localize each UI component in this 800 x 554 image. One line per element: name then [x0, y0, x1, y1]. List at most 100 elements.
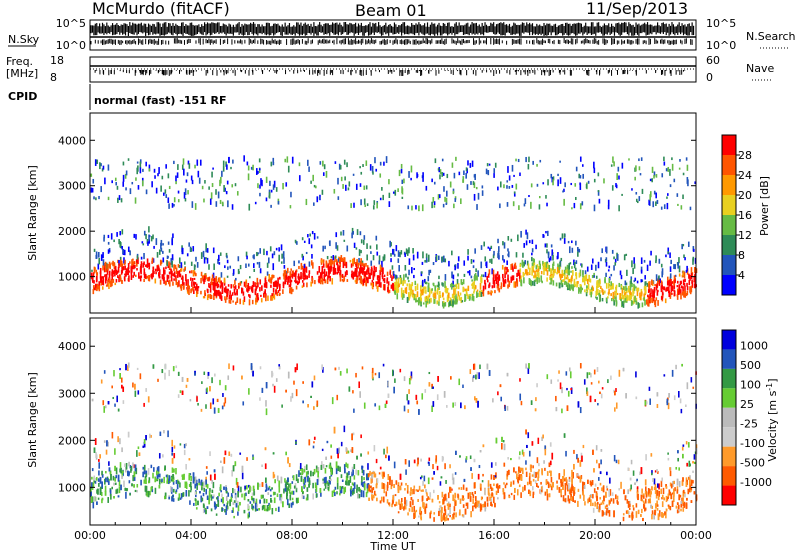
beam-title: Beam 01 [355, 1, 427, 20]
velocity-echo [115, 467, 118, 475]
velocity-echo [454, 500, 456, 507]
power-echo [219, 199, 222, 204]
power-echo [653, 286, 656, 293]
power-echo [261, 179, 263, 187]
power-echo [515, 252, 518, 258]
power-echo [250, 166, 253, 170]
power-echo [312, 174, 314, 182]
power-echo [425, 299, 427, 303]
power-echo [600, 285, 602, 290]
power-echo [240, 280, 243, 284]
power-echo [158, 276, 161, 279]
power-echo [208, 186, 210, 190]
power-echo [115, 279, 118, 283]
power-echo [212, 167, 214, 170]
power-echo [430, 288, 433, 294]
power-echo [452, 299, 454, 307]
power-echo [607, 205, 610, 210]
power-echo [484, 271, 487, 278]
power-echo [647, 288, 650, 293]
power-echo [597, 172, 600, 177]
power-echo [265, 197, 268, 202]
power-echo [122, 248, 124, 255]
power-echo [597, 190, 600, 196]
velocity-echo [227, 375, 230, 380]
power-echo [682, 279, 685, 286]
power-echo [631, 282, 633, 288]
power-echo [224, 288, 227, 293]
velocity-echo [202, 508, 205, 514]
power-echo [488, 269, 491, 275]
power-echo [436, 289, 439, 294]
power-echo [390, 258, 392, 263]
power-echo [608, 288, 610, 294]
power-echo [108, 283, 110, 290]
power-echo [559, 261, 561, 267]
power-echo [360, 278, 363, 285]
velocity-echo [498, 484, 501, 489]
velocity-echo [557, 379, 559, 382]
power-echo [414, 280, 417, 286]
power-echo [564, 182, 566, 188]
power-echo [188, 286, 190, 290]
power-echo [162, 267, 165, 274]
power-echo [292, 288, 294, 292]
freq-label-1: Freq. [6, 55, 33, 68]
power-echo [259, 248, 261, 254]
velocity-echo [616, 495, 619, 500]
power-echo [178, 270, 181, 277]
velocity-echo [363, 402, 366, 409]
power-echo [263, 248, 265, 256]
power-echo [208, 283, 210, 288]
power-echo [373, 265, 376, 271]
power-echo [595, 264, 597, 271]
power-echo [597, 283, 599, 288]
power-echo [497, 252, 500, 259]
power-echo [241, 287, 243, 294]
power-echo [121, 266, 123, 274]
power-echo [298, 260, 300, 264]
power-echo [685, 269, 688, 273]
power-echo [552, 272, 555, 278]
power-echo [543, 269, 545, 275]
power-echo [119, 231, 122, 236]
power-echo [276, 291, 279, 296]
power-echo [274, 281, 276, 287]
power-echo [358, 271, 360, 277]
power-echo [598, 295, 601, 303]
power-echo [676, 294, 679, 297]
power-echo [341, 257, 344, 262]
power-echo [630, 292, 633, 300]
power-echo [127, 158, 130, 161]
power-echo [264, 277, 267, 284]
velocity-echo [489, 483, 492, 486]
velocity-echo [143, 479, 146, 484]
power-echo [256, 251, 258, 257]
power-echo [298, 265, 300, 270]
velocity-echo [127, 365, 129, 371]
power-echo [308, 273, 310, 278]
power-echo [284, 269, 287, 276]
power-echo [361, 260, 364, 264]
power-echo [100, 186, 102, 193]
velocity-echo [497, 486, 499, 493]
power-echo [567, 240, 570, 244]
power-echo [136, 268, 138, 271]
power-echo [448, 302, 450, 308]
velocity-echo [537, 437, 540, 444]
power-echo [510, 264, 513, 270]
power-echo [163, 277, 165, 284]
power-echo [229, 300, 232, 303]
power-echo [183, 168, 185, 176]
power-echo [688, 279, 691, 286]
power-echo [651, 166, 654, 173]
power-echo [568, 246, 571, 254]
power-echo [206, 294, 209, 301]
power-echo [673, 290, 676, 297]
power-echo [506, 185, 508, 189]
velocity-echo [220, 498, 223, 503]
power-echo [238, 270, 240, 274]
velocity-echo [455, 500, 457, 506]
velocity-echo [164, 372, 166, 380]
